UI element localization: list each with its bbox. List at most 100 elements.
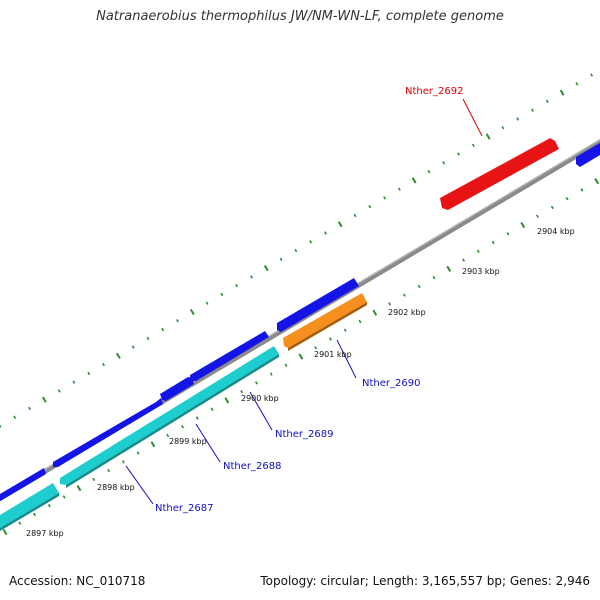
tick-mark bbox=[520, 221, 526, 229]
tick-mark bbox=[115, 352, 121, 359]
tick-mark bbox=[166, 433, 170, 438]
reverse-cds-1-shade bbox=[0, 493, 59, 532]
tick-mark bbox=[0, 424, 2, 428]
tick-mark bbox=[189, 308, 195, 316]
tick-mark bbox=[594, 177, 600, 185]
tick-mark bbox=[57, 389, 61, 393]
tick-mark bbox=[210, 407, 214, 411]
forward-cds-4[interactable] bbox=[190, 331, 269, 381]
tick-mark bbox=[559, 89, 565, 96]
tick-mark bbox=[235, 283, 239, 288]
tick-mark bbox=[255, 381, 258, 385]
tick-mark bbox=[501, 126, 505, 130]
genome-summary-text: Topology: circular; Length: 3,165,557 bp… bbox=[260, 574, 590, 588]
tick-mark bbox=[545, 99, 549, 104]
forward-cds-5[interactable] bbox=[277, 278, 359, 332]
tick-mark bbox=[491, 240, 495, 245]
tick-mark bbox=[397, 187, 401, 191]
tick-mark bbox=[136, 451, 140, 455]
tick-mark bbox=[181, 424, 184, 429]
tick-mark bbox=[565, 196, 569, 201]
tick-mark bbox=[457, 152, 460, 156]
tick-mark bbox=[427, 169, 431, 174]
tick-mark bbox=[298, 353, 304, 360]
tick-mark bbox=[2, 528, 8, 536]
gene-nther-2692-top bbox=[440, 137, 553, 198]
tick-mark bbox=[402, 293, 406, 297]
label-line-2692 bbox=[462, 98, 483, 137]
gene-label-nther-2687[interactable]: Nther_2687 bbox=[155, 503, 213, 514]
tick-mark bbox=[462, 258, 465, 262]
accession-text: Accession: NC_010718 bbox=[9, 574, 146, 588]
tick-mark bbox=[102, 362, 105, 367]
gene-nther-2690-feature[interactable] bbox=[283, 293, 367, 348]
tick-mark bbox=[205, 301, 209, 305]
tick-mark bbox=[383, 196, 387, 200]
tick-mark bbox=[224, 397, 230, 404]
scale-label-2903: 2903 kbp bbox=[462, 267, 500, 276]
tick-mark bbox=[575, 82, 579, 86]
tick-mark bbox=[176, 318, 179, 323]
forward-cds-2[interactable] bbox=[53, 398, 163, 467]
tick-mark bbox=[368, 204, 372, 209]
tick-mark bbox=[372, 309, 378, 316]
tick-mark bbox=[131, 345, 135, 349]
outer-tick-marks bbox=[0, 73, 594, 428]
tick-mark bbox=[590, 73, 594, 77]
tick-mark bbox=[121, 460, 125, 464]
forward-cds-6[interactable] bbox=[576, 140, 600, 167]
tick-mark bbox=[442, 161, 446, 165]
tick-mark bbox=[41, 396, 47, 403]
tick-mark bbox=[550, 205, 554, 210]
tick-mark bbox=[279, 257, 283, 261]
tick-mark bbox=[146, 336, 150, 340]
tick-mark bbox=[72, 380, 76, 384]
tick-mark bbox=[250, 275, 253, 279]
tick-mark bbox=[329, 337, 332, 341]
scale-label-2897: 2897 kbp bbox=[26, 529, 64, 538]
tick-mark bbox=[506, 232, 510, 236]
tick-mark bbox=[263, 264, 269, 272]
gene-label-nther-2688[interactable]: Nther_2688 bbox=[223, 461, 281, 472]
tick-mark bbox=[309, 240, 313, 244]
tick-mark bbox=[18, 521, 22, 525]
tick-mark bbox=[33, 512, 36, 517]
tick-mark bbox=[580, 188, 584, 192]
gene-label-nther-2690[interactable]: Nther_2690 bbox=[362, 378, 420, 389]
tick-mark bbox=[446, 265, 452, 272]
label-line-2688 bbox=[195, 423, 221, 463]
tick-mark bbox=[417, 284, 421, 289]
tick-mark bbox=[269, 372, 273, 376]
tick-mark bbox=[284, 363, 288, 367]
tick-mark bbox=[220, 292, 224, 297]
tick-mark bbox=[324, 231, 327, 235]
gene-nther-2690-shade bbox=[288, 302, 367, 351]
map-title: Natranaerobius thermophilus JW/NM-WN-LF,… bbox=[96, 9, 504, 24]
gene-nther-2692-feature[interactable] bbox=[440, 138, 559, 210]
scale-label-2899: 2899 kbp bbox=[169, 437, 207, 446]
reverse-cds-2[interactable] bbox=[60, 346, 279, 485]
gene-label-nther-2692[interactable]: Nther_2692 bbox=[405, 86, 463, 97]
gene-label-nther-2689[interactable]: Nther_2689 bbox=[275, 429, 333, 440]
tick-mark bbox=[516, 117, 520, 121]
tick-mark bbox=[107, 468, 110, 473]
tick-mark bbox=[343, 328, 347, 332]
tick-mark bbox=[476, 249, 480, 253]
tick-mark bbox=[47, 504, 51, 508]
inner-tick-marks bbox=[2, 177, 600, 536]
reverse-cds-1[interactable] bbox=[0, 483, 59, 531]
tick-mark bbox=[240, 389, 244, 394]
scale-label-2904: 2904 kbp bbox=[537, 227, 575, 236]
tick-mark bbox=[531, 108, 534, 112]
tick-mark bbox=[353, 213, 357, 218]
tick-mark bbox=[28, 406, 31, 411]
label-line-2687 bbox=[125, 465, 154, 505]
forward-cds-3[interactable] bbox=[160, 377, 194, 401]
tick-mark bbox=[471, 143, 475, 147]
label-line-2689 bbox=[249, 391, 273, 431]
tick-mark bbox=[485, 133, 491, 140]
forward-cds-1[interactable] bbox=[0, 468, 46, 503]
tick-mark bbox=[87, 371, 91, 376]
tick-mark bbox=[358, 319, 362, 324]
